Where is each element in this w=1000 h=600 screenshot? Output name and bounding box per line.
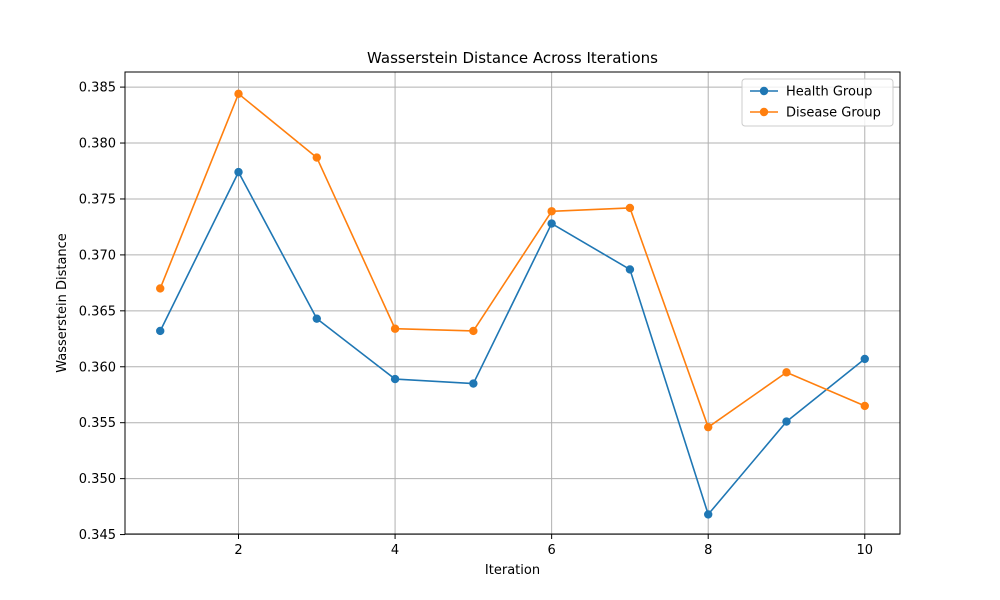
y-tick-label: 0.345 — [79, 528, 116, 543]
data-point — [547, 219, 556, 228]
legend-marker — [759, 86, 769, 96]
y-tick-label: 0.355 — [79, 416, 116, 431]
x-tick-label: 4 — [391, 543, 399, 558]
series-line — [159, 93, 866, 428]
legend-item: Disease Group — [750, 106, 881, 121]
series-layer — [156, 89, 869, 519]
legend-box — [741, 78, 894, 127]
data-point — [156, 326, 165, 336]
data-point — [312, 314, 321, 323]
data-point — [860, 354, 869, 364]
data-point — [704, 510, 713, 519]
x-axis-label: Iteration — [485, 563, 540, 578]
y-axis: 0.345 0.350 0.355 0.360 0.365 0.370 0.375 0.380… — [79, 81, 125, 543]
chart-title: Wasserstein Distance Across Iterations — [367, 49, 658, 67]
y-tick-label: 0.380 — [79, 137, 116, 152]
data-point — [156, 284, 165, 293]
data-point — [390, 374, 400, 384]
plot-frame — [124, 71, 901, 535]
data-point — [782, 417, 791, 426]
data-point — [312, 153, 321, 162]
legend-marker — [759, 107, 769, 117]
data-point — [469, 326, 478, 336]
data-point — [782, 368, 791, 377]
series-health-group — [156, 167, 869, 519]
legend-label: Disease Group — [786, 106, 881, 121]
x-tick-label: 6 — [548, 543, 556, 558]
y-tick-label: 0.365 — [79, 304, 116, 319]
legend-label: Health Group — [786, 85, 872, 100]
data-point — [469, 379, 478, 388]
y-tick-label: 0.350 — [79, 472, 116, 487]
y-tick-label: 0.360 — [79, 360, 116, 375]
x-axis: 2 4 6 8 10 — [234, 534, 873, 558]
data-point — [390, 324, 400, 333]
y-tick-label: 0.385 — [79, 81, 116, 96]
data-point — [625, 203, 635, 213]
data-point — [547, 207, 556, 216]
data-point — [234, 167, 243, 177]
legend-item: Health Group — [750, 85, 872, 100]
data-point — [704, 422, 713, 432]
x-tick-label: 2 — [234, 543, 242, 558]
data-point — [625, 265, 635, 274]
x-tick-label: 8 — [704, 543, 712, 558]
data-point — [234, 89, 243, 99]
series-disease-group — [156, 89, 869, 432]
x-tick-label: 10 — [856, 543, 873, 558]
series-line — [159, 171, 866, 516]
data-point — [860, 401, 869, 411]
y-tick-label: 0.370 — [79, 248, 116, 263]
y-tick-label: 0.375 — [79, 192, 116, 207]
y-axis-label: Wasserstein Distance — [55, 233, 70, 373]
grid — [125, 72, 900, 536]
legend: Health Group Disease Group — [741, 78, 894, 127]
